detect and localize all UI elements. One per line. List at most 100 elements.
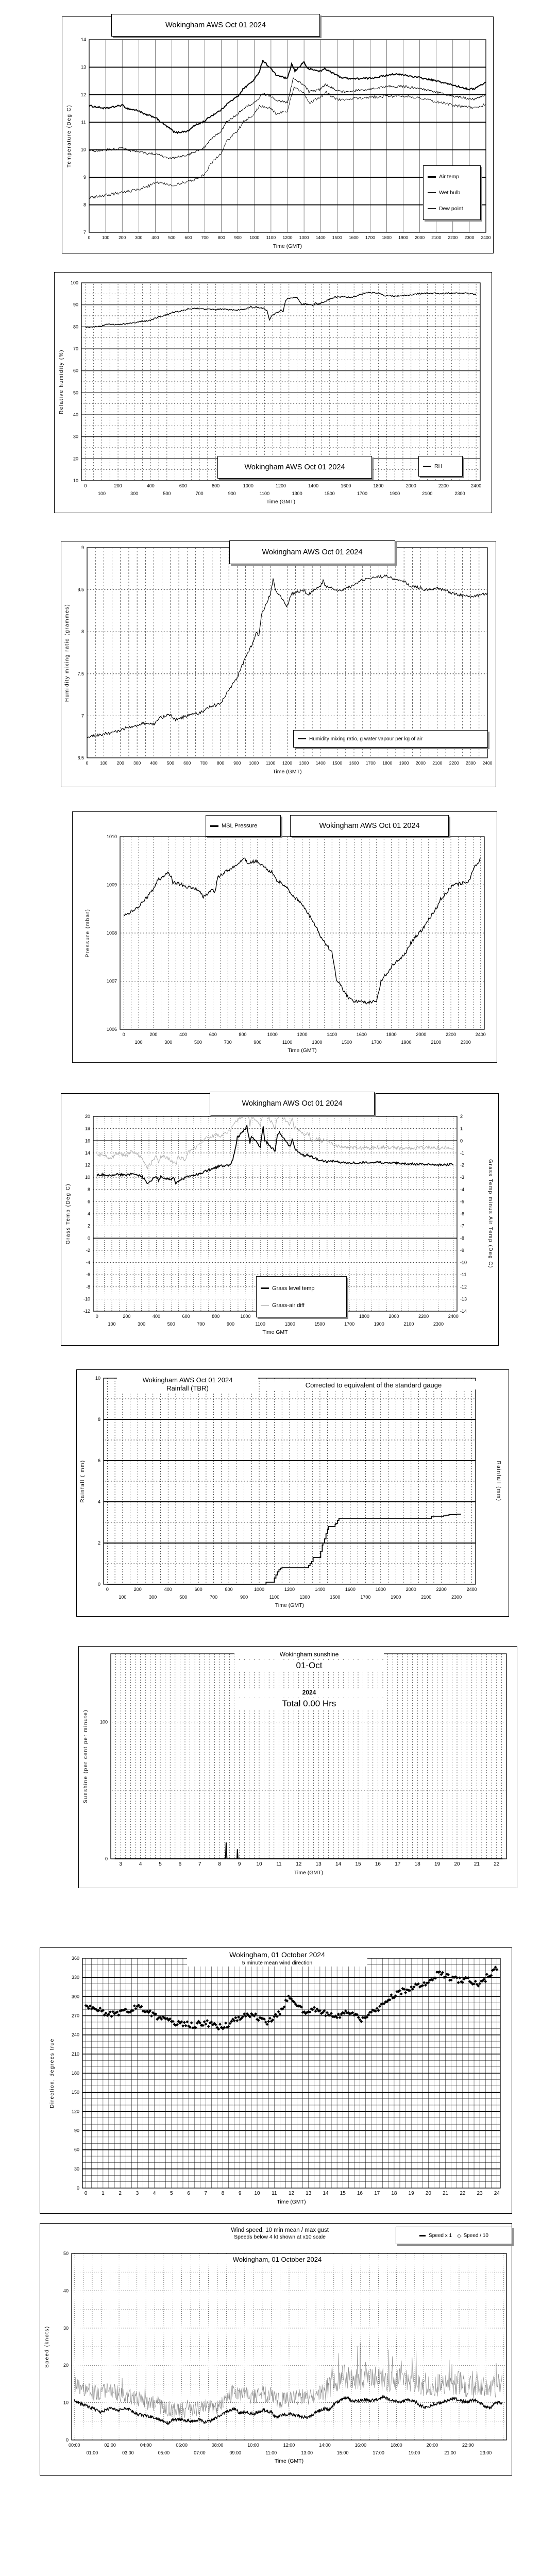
svg-text:8: 8	[222, 2191, 225, 2196]
svg-text:18: 18	[391, 2191, 397, 2196]
svg-text:Time GMT: Time GMT	[262, 1329, 288, 1335]
svg-text:330: 330	[72, 1975, 79, 1980]
svg-text:14: 14	[323, 2191, 329, 2196]
svg-text:Time (GMT): Time (GMT)	[294, 1870, 323, 1876]
svg-text:14: 14	[85, 1150, 90, 1156]
svg-text:6: 6	[98, 1458, 100, 1463]
svg-text:2000: 2000	[389, 1314, 399, 1319]
svg-text:300: 300	[130, 491, 138, 496]
svg-text:400: 400	[153, 1314, 160, 1319]
svg-text:-12: -12	[460, 1284, 467, 1290]
chart-temperature: 0 100 200 300 400 500 600 700 800 900 1000 1100 1200…	[62, 14, 494, 253]
svg-text:1900: 1900	[391, 1595, 401, 1600]
svg-text:300: 300	[72, 1994, 79, 1999]
svg-text:1300: 1300	[299, 760, 309, 766]
svg-text:21: 21	[443, 2191, 449, 2196]
chart-sunshine: 3 4 5 6 7 8 9 10 11 12 13 14 15 16 17 18 19 20 21 22 Time (G…	[78, 1646, 517, 1888]
svg-text:2000: 2000	[416, 760, 426, 766]
svg-text:500: 500	[167, 1321, 175, 1327]
legend-label: Air temp	[439, 174, 460, 180]
svg-text:100: 100	[102, 235, 109, 240]
svg-text:21: 21	[474, 1861, 480, 1867]
wind-speed-title: Wokingham, 01 October 2024	[200, 2256, 354, 2264]
svg-text:1100: 1100	[260, 491, 269, 496]
svg-text:2000: 2000	[406, 1587, 416, 1592]
svg-text:-2: -2	[460, 1163, 464, 1168]
svg-text:2200: 2200	[448, 235, 458, 240]
chart-humidity-mixing-ratio: 0 100 200 300 400 500 600 700 800 900 1000 1100 1200…	[61, 540, 496, 787]
svg-text:700: 700	[200, 760, 208, 766]
svg-text:1500: 1500	[332, 235, 342, 240]
svg-text:10: 10	[85, 1175, 90, 1180]
svg-text:1600: 1600	[345, 1587, 356, 1592]
legend-item: Wet bulb	[428, 190, 476, 196]
svg-text:70: 70	[73, 346, 78, 351]
svg-text:7: 7	[198, 1861, 201, 1867]
svg-text:9: 9	[81, 545, 84, 550]
svg-text:1300: 1300	[285, 1321, 295, 1327]
svg-text:1010: 1010	[107, 834, 117, 839]
svg-text:1500: 1500	[330, 1595, 340, 1600]
series-Grass-air diff	[97, 1116, 454, 1170]
grass-air-diff-line-swatch	[261, 1305, 269, 1306]
chart-title: Wokingham AWS Oct 01 2024	[290, 815, 449, 837]
svg-text:2200: 2200	[449, 760, 459, 766]
svg-text:2100: 2100	[432, 760, 442, 766]
svg-text:900: 900	[233, 760, 241, 766]
svg-text:20: 20	[63, 2363, 69, 2368]
svg-text:2300: 2300	[466, 760, 476, 766]
svg-text:1000: 1000	[240, 1314, 250, 1319]
svg-text:Relative humidity (%): Relative humidity (%)	[59, 349, 64, 414]
svg-text:1100: 1100	[269, 1595, 279, 1600]
svg-text:8: 8	[218, 1861, 221, 1867]
svg-text:04:00: 04:00	[140, 2443, 152, 2448]
legend-label: Humidity mixing ratio, g water vapour pe…	[309, 736, 423, 742]
pressure-legend: MSL Pressure	[206, 815, 281, 837]
svg-text:400: 400	[151, 235, 159, 240]
chart-title: Wokingham AWS Oct 01 2024	[229, 540, 395, 564]
chart-rainfall: 0 100 200 300 400 500 600 700 800 900 1000 1100 1200…	[76, 1369, 509, 1617]
svg-text:08:00: 08:00	[212, 2443, 224, 2448]
svg-text:2100: 2100	[431, 235, 441, 240]
svg-text:200: 200	[134, 1587, 142, 1592]
svg-text:2200: 2200	[438, 483, 449, 488]
svg-text:200: 200	[149, 1032, 157, 1037]
svg-text:00:00: 00:00	[69, 2443, 80, 2448]
svg-text:400: 400	[147, 483, 155, 488]
svg-text:2: 2	[88, 1224, 90, 1229]
svg-text:17:00: 17:00	[373, 2450, 384, 2455]
svg-text:1100: 1100	[282, 1040, 292, 1045]
svg-text:500: 500	[163, 491, 171, 496]
svg-text:Time (GMT): Time (GMT)	[273, 769, 301, 775]
svg-text:1600: 1600	[349, 760, 359, 766]
svg-text:16: 16	[357, 2191, 363, 2196]
svg-text:0: 0	[96, 1314, 98, 1319]
svg-text:1200: 1200	[283, 235, 293, 240]
svg-text:1900: 1900	[399, 760, 409, 766]
legend-label: Speed / 10	[463, 2232, 488, 2239]
svg-text:200: 200	[114, 483, 122, 488]
svg-text:Temperature (Deg C): Temperature (Deg C)	[66, 105, 72, 167]
svg-text:Humidity mixing ratio (grammes: Humidity mixing ratio (grammes)	[64, 604, 70, 702]
svg-text:60: 60	[74, 2147, 79, 2153]
svg-text:1007: 1007	[107, 979, 117, 984]
wind-speed-note2: Speeds below 4 kt shown at x10 scale	[233, 2234, 326, 2241]
svg-text:1100: 1100	[266, 760, 276, 766]
svg-text:1009: 1009	[107, 883, 117, 888]
svg-text:-4: -4	[460, 1187, 464, 1192]
svg-text:9: 9	[238, 1861, 241, 1867]
svg-text:Grass Temp (Deg C): Grass Temp (Deg C)	[65, 1183, 71, 1245]
sunshine-plot-canvas: 3 4 5 6 7 8 9 10 11 12 13 14 15 16 17 18 19 20 21 22 Time (G…	[83, 1653, 507, 1876]
svg-text:2100: 2100	[421, 1595, 431, 1600]
svg-text:40: 40	[63, 2288, 69, 2293]
svg-text:12: 12	[296, 1861, 302, 1867]
legend-label: MSL Pressure	[222, 823, 258, 829]
svg-text:2200: 2200	[446, 1032, 456, 1037]
chart-title: Wokingham AWS Oct 01 2024	[111, 14, 320, 37]
svg-text:Time (GMT): Time (GMT)	[288, 1047, 316, 1054]
svg-text:1100: 1100	[266, 235, 276, 240]
svg-text:800: 800	[225, 1587, 233, 1592]
svg-text:2100: 2100	[403, 1321, 414, 1327]
svg-text:400: 400	[179, 1032, 187, 1037]
svg-text:300: 300	[135, 235, 142, 240]
